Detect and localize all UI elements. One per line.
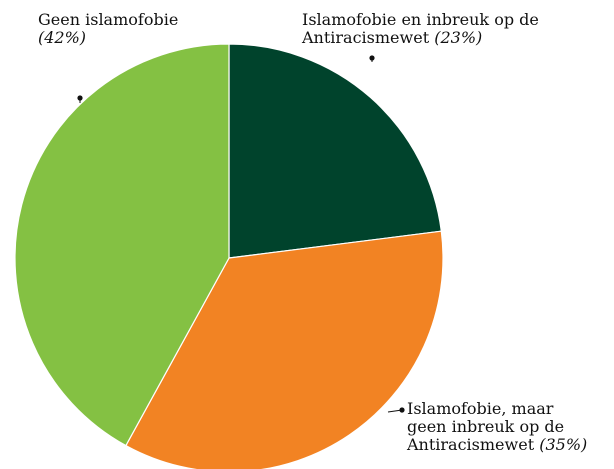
pie-callouts: [77, 55, 405, 413]
pie-slice-islamofobie-en-inbreuk: [228, 43, 442, 259]
slice-percent-islamofobie-en-inbreuk: (23%): [429, 28, 482, 47]
pie-slices: [14, 43, 444, 469]
pie-slice-geen-islamofobie: [14, 43, 230, 447]
callout-dot-islamofobie-en-inbreuk: [369, 55, 375, 61]
slice-percent-islamofobie-geen-inbreuk: (35%): [534, 435, 587, 454]
pie-slice-islamofobie-geen-inbreuk: [125, 230, 444, 469]
slice-percent-geen-islamofobie: (42%): [38, 28, 86, 47]
slice-label-islamofobie-en-inbreuk: Islamofobie en inbreuk op de Antiracismew…: [301, 10, 539, 47]
pie-labels: Islamofobie en inbreuk op de Antiracismew…: [38, 10, 587, 454]
slice-label-islamofobie-geen-inbreuk: Islamofobie, maar geen inbreuk op de Antir…: [406, 399, 587, 454]
slice-label-geen-islamofobie: Geen islamofobie (42%): [38, 10, 178, 47]
callout-dot-islamofobie-geen-inbreuk: [399, 407, 405, 413]
callout-dot-geen-islamofobie: [77, 95, 83, 101]
